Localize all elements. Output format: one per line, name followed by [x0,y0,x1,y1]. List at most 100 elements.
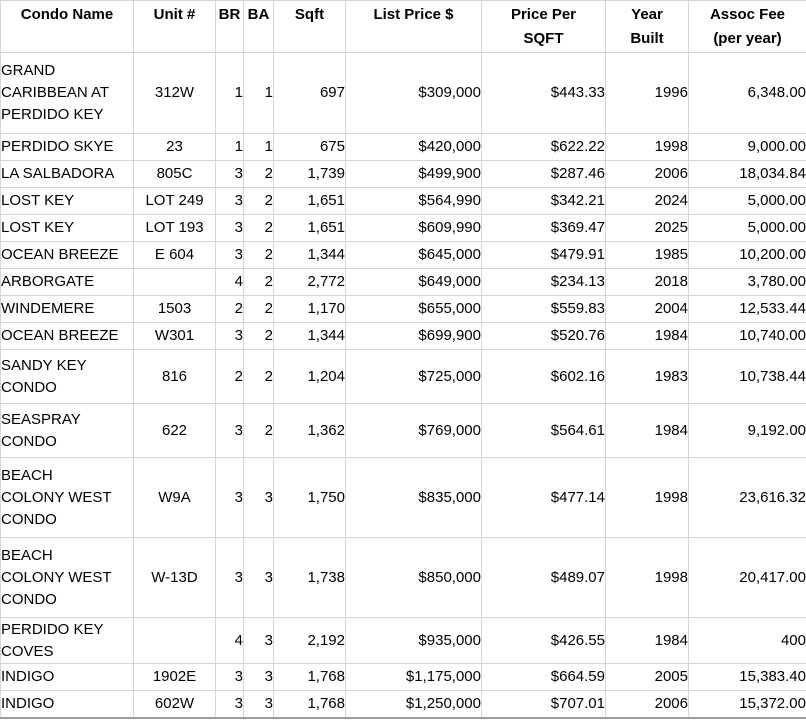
cell-assoc_fee[interactable]: 6,348.00 [688,52,806,134]
cell-sqft[interactable]: 1,344 [273,241,346,269]
cell-list_price[interactable]: $699,900 [345,322,482,350]
cell-price_per_sqft[interactable]: $520.76 [481,322,606,350]
cell-condo_name[interactable]: WINDEMERE [0,295,134,323]
cell-condo_name[interactable]: SANDY KEY CONDO [0,349,134,404]
cell-br[interactable]: 3 [215,160,244,188]
cell-unit[interactable] [133,617,216,664]
cell-list_price[interactable]: $769,000 [345,403,482,458]
cell-sqft[interactable]: 697 [273,52,346,134]
cell-condo_name[interactable]: BEACH COLONY WEST CONDO [0,537,134,618]
cell-condo_name[interactable]: INDIGO [0,690,134,719]
column-header-price_per_sqft[interactable]: Price Per SQFT [481,0,606,53]
cell-unit[interactable]: E 604 [133,241,216,269]
column-header-br[interactable]: BR [215,0,244,53]
cell-ba[interactable]: 2 [243,268,274,296]
cell-br[interactable]: 3 [215,457,244,538]
cell-condo_name[interactable]: OCEAN BREEZE [0,241,134,269]
cell-condo_name[interactable]: ARBORGATE [0,268,134,296]
cell-assoc_fee[interactable]: 20,417.00 [688,537,806,618]
cell-ba[interactable]: 2 [243,241,274,269]
cell-price_per_sqft[interactable]: $369.47 [481,214,606,242]
cell-year_built[interactable]: 2005 [605,663,689,691]
cell-price_per_sqft[interactable]: $477.14 [481,457,606,538]
cell-price_per_sqft[interactable]: $707.01 [481,690,606,719]
cell-condo_name[interactable]: PERDIDO SKYE [0,133,134,161]
cell-br[interactable]: 1 [215,133,244,161]
cell-list_price[interactable]: $564,990 [345,187,482,215]
cell-list_price[interactable]: $850,000 [345,537,482,618]
cell-ba[interactable]: 3 [243,537,274,618]
cell-unit[interactable]: 312W [133,52,216,134]
cell-sqft[interactable]: 1,768 [273,690,346,719]
cell-sqft[interactable]: 1,651 [273,214,346,242]
cell-list_price[interactable]: $645,000 [345,241,482,269]
column-header-ba[interactable]: BA [243,0,274,53]
column-header-condo_name[interactable]: Condo Name [0,0,134,53]
cell-year_built[interactable]: 2004 [605,295,689,323]
cell-condo_name[interactable]: GRAND CARIBBEAN AT PERDIDO KEY [0,52,134,134]
cell-year_built[interactable]: 2006 [605,160,689,188]
column-header-sqft[interactable]: Sqft [273,0,346,53]
cell-ba[interactable]: 3 [243,457,274,538]
cell-price_per_sqft[interactable]: $559.83 [481,295,606,323]
cell-year_built[interactable]: 1996 [605,52,689,134]
cell-year_built[interactable]: 2006 [605,690,689,719]
cell-price_per_sqft[interactable]: $287.46 [481,160,606,188]
cell-year_built[interactable]: 1984 [605,403,689,458]
cell-ba[interactable]: 3 [243,617,274,664]
cell-assoc_fee[interactable]: 10,200.00 [688,241,806,269]
cell-unit[interactable]: 805C [133,160,216,188]
cell-condo_name[interactable]: OCEAN BREEZE [0,322,134,350]
cell-br[interactable]: 2 [215,295,244,323]
cell-condo_name[interactable]: LOST KEY [0,214,134,242]
cell-price_per_sqft[interactable]: $426.55 [481,617,606,664]
cell-unit[interactable]: 1503 [133,295,216,323]
cell-unit[interactable]: W301 [133,322,216,350]
cell-list_price[interactable]: $1,250,000 [345,690,482,719]
cell-sqft[interactable]: 1,344 [273,322,346,350]
cell-assoc_fee[interactable]: 12,533.44 [688,295,806,323]
cell-year_built[interactable]: 1998 [605,133,689,161]
cell-ba[interactable]: 1 [243,52,274,134]
cell-unit[interactable]: 602W [133,690,216,719]
cell-ba[interactable]: 2 [243,214,274,242]
cell-assoc_fee[interactable]: 15,383.40 [688,663,806,691]
cell-unit[interactable] [133,268,216,296]
cell-price_per_sqft[interactable]: $664.59 [481,663,606,691]
cell-assoc_fee[interactable]: 10,740.00 [688,322,806,350]
cell-condo_name[interactable]: INDIGO [0,663,134,691]
cell-year_built[interactable]: 2024 [605,187,689,215]
cell-list_price[interactable]: $655,000 [345,295,482,323]
cell-condo_name[interactable]: LOST KEY [0,187,134,215]
cell-condo_name[interactable]: PERDIDO KEY COVES [0,617,134,664]
cell-year_built[interactable]: 1998 [605,457,689,538]
cell-br[interactable]: 3 [215,403,244,458]
cell-br[interactable]: 4 [215,268,244,296]
cell-list_price[interactable]: $649,000 [345,268,482,296]
cell-br[interactable]: 3 [215,537,244,618]
cell-br[interactable]: 3 [215,241,244,269]
cell-condo_name[interactable]: SEASPRAY CONDO [0,403,134,458]
cell-br[interactable]: 2 [215,349,244,404]
cell-list_price[interactable]: $609,990 [345,214,482,242]
column-header-assoc_fee[interactable]: Assoc Fee (per year) [688,0,806,53]
cell-br[interactable]: 4 [215,617,244,664]
cell-assoc_fee[interactable]: 18,034.84 [688,160,806,188]
cell-assoc_fee[interactable]: 3,780.00 [688,268,806,296]
cell-year_built[interactable]: 1985 [605,241,689,269]
cell-sqft[interactable]: 2,192 [273,617,346,664]
cell-condo_name[interactable]: LA SALBADORA [0,160,134,188]
cell-sqft[interactable]: 675 [273,133,346,161]
cell-unit[interactable]: 622 [133,403,216,458]
cell-price_per_sqft[interactable]: $443.33 [481,52,606,134]
cell-assoc_fee[interactable]: 9,192.00 [688,403,806,458]
cell-assoc_fee[interactable]: 15,372.00 [688,690,806,719]
cell-ba[interactable]: 2 [243,322,274,350]
cell-unit[interactable]: 816 [133,349,216,404]
cell-unit[interactable]: W9A [133,457,216,538]
cell-unit[interactable]: W-13D [133,537,216,618]
column-header-list_price[interactable]: List Price $ [345,0,482,53]
cell-price_per_sqft[interactable]: $489.07 [481,537,606,618]
cell-ba[interactable]: 3 [243,663,274,691]
cell-sqft[interactable]: 1,204 [273,349,346,404]
